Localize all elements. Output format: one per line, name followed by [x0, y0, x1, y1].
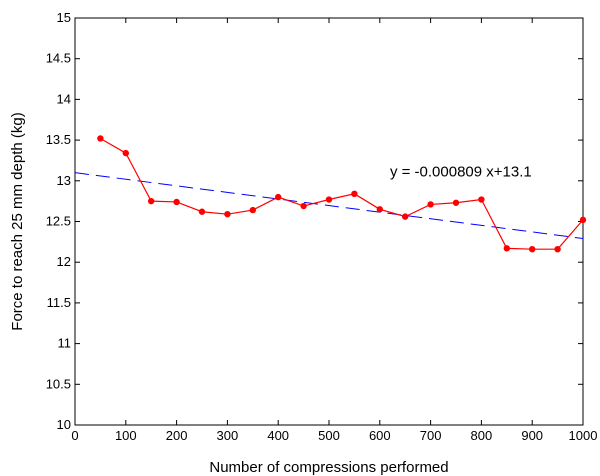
y-tick-label: 10: [57, 417, 71, 432]
x-tick-label: 700: [420, 428, 442, 443]
series-group: [74, 135, 587, 253]
y-tick-label: 15: [57, 10, 71, 25]
data-point: [249, 206, 256, 214]
x-tick-label: 300: [217, 428, 239, 443]
y-tick-label: 12.5: [46, 214, 71, 229]
y-axis-label: Force to reach 25 mm depth (kg): [9, 112, 26, 330]
data-point: [173, 198, 180, 206]
data-point: [529, 245, 536, 253]
plot-area: [74, 17, 584, 426]
data-point: [198, 208, 206, 215]
data-point: [478, 196, 485, 203]
x-axis: 0 100 200 300 400 500 600 700 800 900 1000: [71, 18, 597, 443]
data-point: [503, 245, 510, 252]
data-point: [275, 193, 282, 201]
x-tick-label: 400: [267, 428, 289, 443]
data-point: [325, 196, 333, 203]
y-tick-label: 14.5: [46, 51, 71, 66]
y-tick-label: 13.5: [46, 132, 71, 147]
data-point: [300, 202, 307, 210]
data-point: [402, 213, 409, 220]
y-tick-label: 10.5: [46, 376, 71, 391]
x-tick-label: 0: [71, 428, 78, 443]
x-tick-label: 100: [115, 428, 137, 443]
y-tick-label: 11.5: [47, 295, 71, 310]
data-point: [148, 197, 155, 205]
y-axis: 10 10.5 11 11.5 12 12.5 13 13.5 14 14.5 15: [46, 10, 583, 432]
data-point: [122, 149, 129, 157]
x-tick-label: 800: [471, 428, 493, 443]
data-point: [224, 210, 231, 218]
y-tick-label: 14: [57, 91, 71, 106]
x-tick-label: 900: [521, 428, 543, 443]
data-point: [97, 135, 104, 142]
y-tick-label: 13: [57, 173, 71, 188]
x-tick-label: 1000: [569, 428, 598, 443]
data-point: [579, 216, 587, 224]
data-point: [452, 199, 460, 206]
x-tick-label: 500: [318, 428, 340, 443]
x-axis-label: Number of compressions performed: [209, 459, 448, 476]
data-point: [554, 245, 561, 253]
y-tick-label: 11: [58, 336, 72, 351]
data-point: [376, 206, 383, 213]
x-tick-label: 600: [369, 428, 391, 443]
trend-line: [74, 172, 584, 240]
data-point: [351, 190, 358, 198]
y-tick-label: 12: [57, 254, 71, 269]
data-point: [427, 201, 434, 208]
equation-annotation: y = -0.000809 x+13.1: [390, 164, 532, 181]
data-series-line: [100, 137, 584, 250]
x-tick-label: 200: [166, 428, 188, 443]
